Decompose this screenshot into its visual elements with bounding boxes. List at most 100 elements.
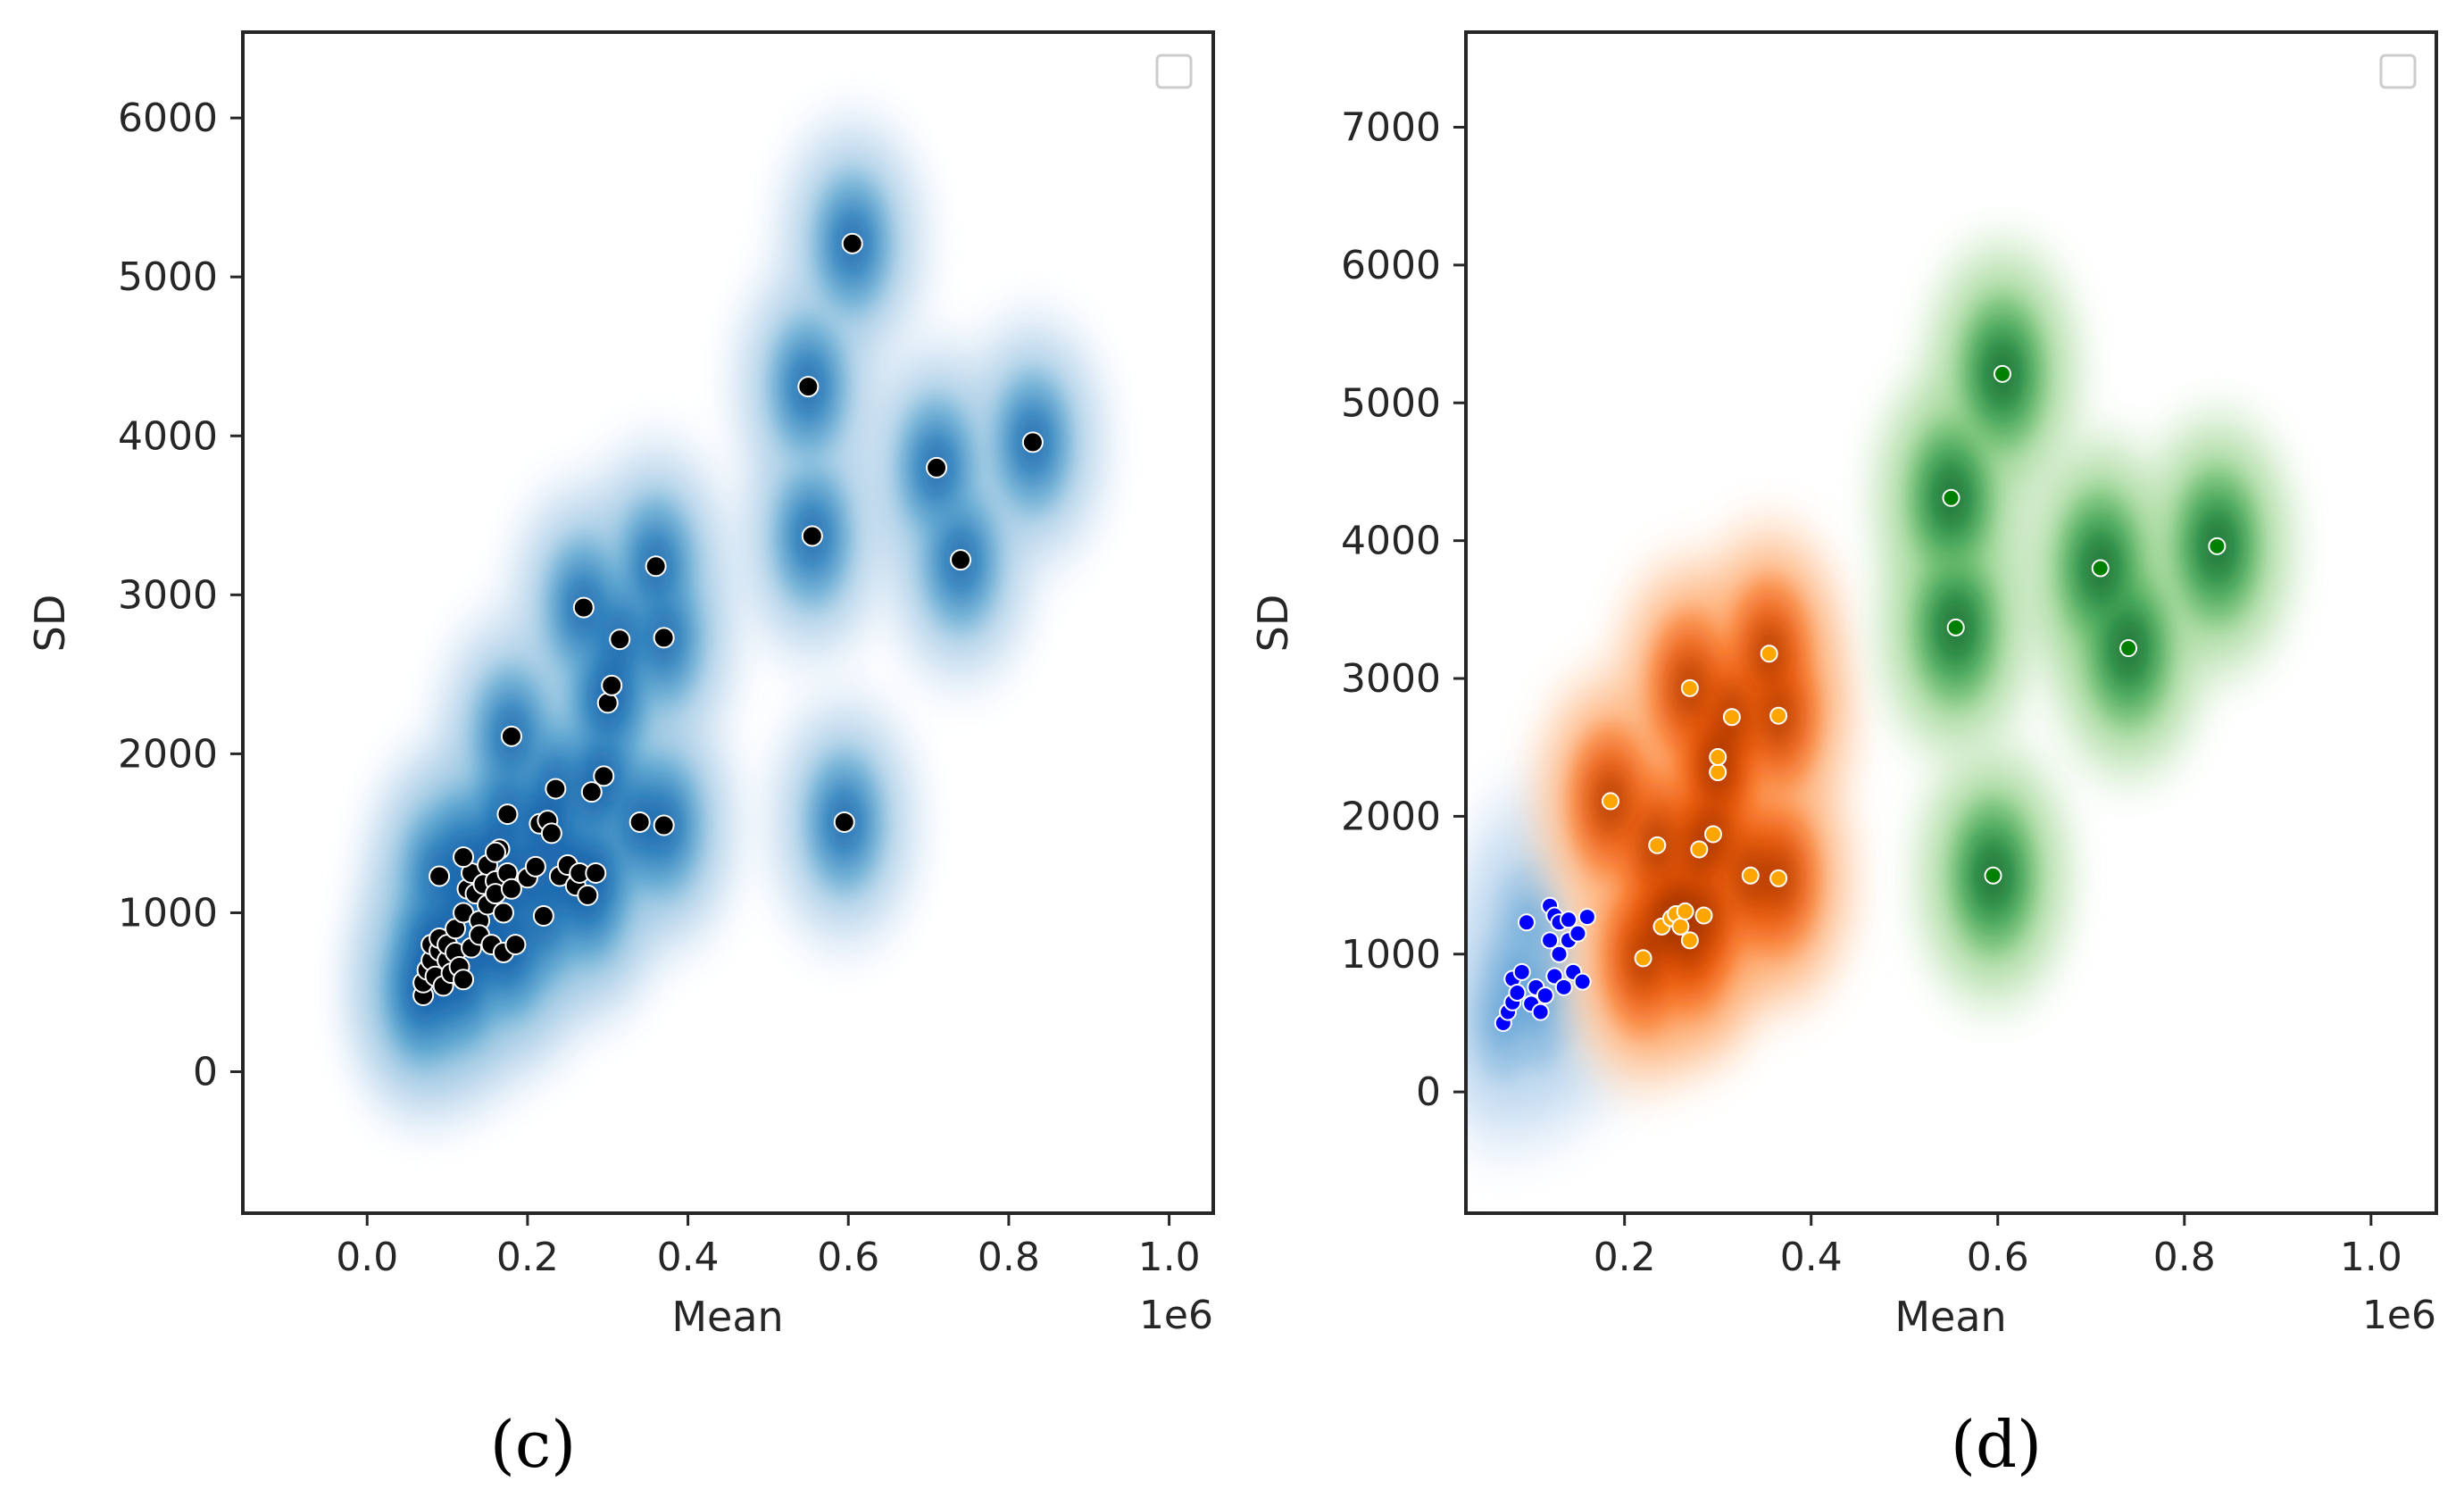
scatter-point [453, 846, 475, 869]
legend-box-c [1155, 54, 1193, 89]
y-tick-label: 4000 [118, 413, 218, 459]
scatter-point [585, 861, 607, 884]
y-ticks-d: 0 1000 2000 3000 4000 5000 6000 7000 [1341, 105, 1466, 1115]
scatter-point [500, 878, 522, 900]
y-tick-label: 6000 [118, 96, 218, 141]
x-tick-label: 0.8 [2153, 1235, 2216, 1280]
scatter-point [1694, 906, 1713, 925]
x-tick-label: 1.0 [1138, 1235, 1201, 1280]
scatter-point [1634, 949, 1652, 968]
y-tick-label: 0 [193, 1050, 218, 1095]
scatter-point [609, 628, 631, 651]
scatter-point [1517, 913, 1536, 932]
scatter-point [1709, 748, 1727, 767]
panel-label-d: (d) [1951, 1407, 2042, 1482]
scatter-point [653, 814, 675, 836]
scatter-point [1648, 836, 1667, 854]
x-offset-text-d: 1e6 [2362, 1293, 2436, 1338]
scatter-point [496, 803, 519, 826]
scatter-point [2091, 559, 2110, 578]
scatter-point [524, 855, 546, 878]
scatter-point [1531, 1003, 1550, 1021]
x-ticks-d: 0.2 0.4 0.6 0.8 1.0 [1594, 1213, 2402, 1280]
x-tick-label: 1.0 [2340, 1235, 2402, 1280]
y-axis-label-c: SD [26, 595, 74, 653]
scatter-point [1984, 866, 2002, 885]
scatter-point [1741, 866, 1760, 885]
y-tick-label: 2000 [118, 731, 218, 777]
scatter-points-c [412, 232, 1044, 1007]
scatter-point [1942, 488, 1960, 507]
scatter-point [601, 674, 623, 696]
y-tick-label: 3000 [118, 572, 218, 618]
x-tick-label: 0.6 [817, 1235, 879, 1280]
x-tick-label: 0.4 [657, 1235, 720, 1280]
scatter-point [841, 232, 863, 254]
kde-density-c [339, 91, 1117, 1148]
y-tick-label: 5000 [1341, 380, 1441, 426]
scatter-point [1690, 840, 1709, 859]
legend-box-d [2379, 54, 2417, 89]
y-tick-label: 1000 [1341, 932, 1441, 978]
scatter-point [580, 781, 603, 803]
y-tick-label: 4000 [1341, 519, 1441, 564]
y-tick-label: 7000 [1341, 105, 1441, 151]
y-tick-label: 5000 [118, 254, 218, 300]
y-axis-label-d: SD [1249, 595, 1297, 653]
scatter-point [833, 811, 855, 833]
scatter-point [1508, 983, 1527, 1002]
scatter-point [532, 905, 554, 928]
scatter-point [593, 765, 615, 787]
x-tick-label: 0.0 [336, 1235, 398, 1280]
scatter-points-d [1494, 364, 2227, 1032]
scatter-point [1680, 931, 1699, 950]
scatter-point [2119, 639, 2138, 658]
x-tick-label: 0.2 [496, 1235, 559, 1280]
x-tick-label: 0.6 [1967, 1235, 2029, 1280]
scatter-point [484, 841, 506, 863]
scatter-point [645, 555, 667, 578]
scatter-point [1769, 869, 1788, 887]
chart-panel-d: 0.2 0.4 0.6 0.8 1.0 0 1000 2000 3000 4000 5000 600… [1249, 30, 2438, 1482]
kde-density-d [1466, 221, 2301, 1175]
y-tick-label: 1000 [118, 890, 218, 936]
scatter-point [1512, 962, 1531, 981]
scatter-point [504, 934, 527, 956]
scatter-point [950, 549, 972, 571]
y-tick-label: 0 [1416, 1069, 1441, 1115]
scatter-point [1722, 708, 1741, 727]
scatter-point [453, 969, 475, 991]
scatter-point [500, 725, 522, 747]
axes-frame-d [1464, 30, 2438, 1215]
x-ticks-c: 0.0 0.2 0.4 0.6 0.8 1.0 [336, 1213, 1201, 1280]
x-axis-label-c: Mean [671, 1293, 783, 1341]
panel-label-c: (c) [490, 1407, 577, 1482]
scatter-point [545, 778, 567, 800]
x-tick-label: 0.8 [978, 1235, 1040, 1280]
scatter-point [1573, 972, 1592, 991]
scatter-point [801, 525, 823, 547]
scatter-point [492, 902, 514, 924]
scatter-point [1021, 431, 1044, 453]
scatter-point [1536, 986, 1554, 1005]
scatter-point [1550, 944, 1569, 963]
scatter-point [1993, 364, 2011, 383]
y-tick-label: 2000 [1341, 794, 1441, 839]
scatter-point [1676, 902, 1694, 920]
axes-frame-c [241, 30, 1215, 1215]
scatter-point [926, 456, 948, 478]
scatter-point [572, 596, 595, 619]
scatter-point [1946, 618, 1965, 637]
scatter-point [429, 865, 451, 887]
scatter-point [1569, 924, 1587, 943]
x-tick-label: 0.4 [1780, 1235, 1843, 1280]
chart-panel-c: 0.0 0.2 0.4 0.6 0.8 1.0 0 1000 2000 3000 4000 5000… [26, 30, 1215, 1482]
scatter-point [1703, 825, 1722, 844]
y-tick-label: 3000 [1341, 656, 1441, 702]
scatter-point [628, 811, 651, 833]
scatter-point [540, 822, 562, 845]
scatter-point [1541, 931, 1560, 950]
scatter-point [653, 627, 675, 649]
scatter-point [1760, 645, 1778, 663]
